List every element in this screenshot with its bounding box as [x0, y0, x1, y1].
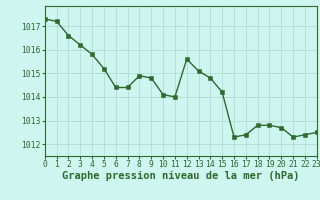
X-axis label: Graphe pression niveau de la mer (hPa): Graphe pression niveau de la mer (hPa) [62, 171, 300, 181]
